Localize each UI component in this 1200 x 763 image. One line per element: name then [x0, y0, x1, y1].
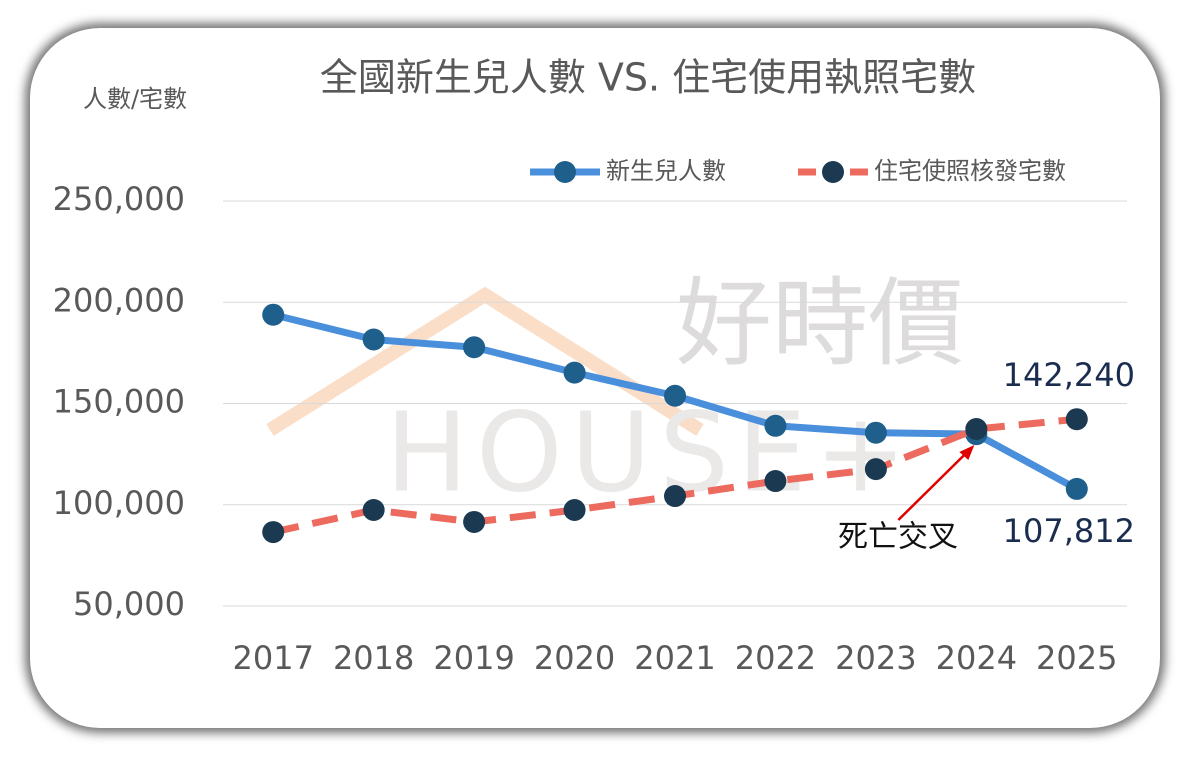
x-tick-label: 2020 — [534, 639, 615, 677]
y-tick-label: 200,000 — [53, 281, 185, 319]
marker — [764, 470, 787, 493]
x-tick-label: 2024 — [936, 639, 1017, 677]
x-tick-label: 2023 — [835, 639, 916, 677]
legend-marker — [554, 161, 576, 183]
y-tick-label: 100,000 — [53, 484, 185, 522]
marker — [1065, 408, 1088, 431]
annotation-arrowhead — [959, 445, 975, 461]
y-tick-label: 250,000 — [53, 180, 185, 218]
marker — [262, 303, 285, 326]
x-tick-label: 2019 — [433, 639, 514, 677]
chart-title: 全國新生兒人數 VS. 住宅使用執照宅數 — [320, 56, 976, 100]
x-tick-label: 2017 — [233, 639, 314, 677]
marker — [864, 458, 887, 481]
x-tick-label: 2018 — [333, 639, 414, 677]
marker — [664, 485, 686, 508]
marker — [262, 521, 285, 544]
y-tick-label: 50,000 — [73, 585, 185, 623]
x-tick-label: 2025 — [1036, 639, 1117, 677]
marker — [864, 421, 887, 444]
x-tick-label: 2021 — [634, 639, 715, 677]
watermark-text: 好時價 — [676, 267, 964, 379]
y-axis-label: 人數/宅數 — [83, 85, 187, 113]
marker — [764, 414, 787, 437]
marker — [1065, 477, 1088, 500]
marker — [965, 418, 988, 441]
marker — [563, 499, 586, 522]
marker — [362, 499, 385, 522]
data-label: 107,812 — [1003, 512, 1135, 550]
marker — [463, 510, 486, 533]
marker — [664, 384, 686, 407]
watermark-text: HOUSE+ — [385, 388, 914, 516]
marker — [463, 336, 486, 359]
legend-marker — [822, 161, 844, 183]
data-label: 142,240 — [1003, 356, 1135, 394]
marker — [362, 328, 385, 351]
annotation: 死亡交叉 — [838, 520, 958, 555]
marker — [563, 361, 586, 384]
annotation-arrow — [897, 448, 972, 521]
y-tick-label: 150,000 — [53, 383, 185, 421]
x-tick-label: 2022 — [735, 639, 816, 677]
legend-label: 新生兒人數 — [606, 157, 726, 185]
legend-label: 住宅使照核發宅數 — [874, 157, 1066, 185]
